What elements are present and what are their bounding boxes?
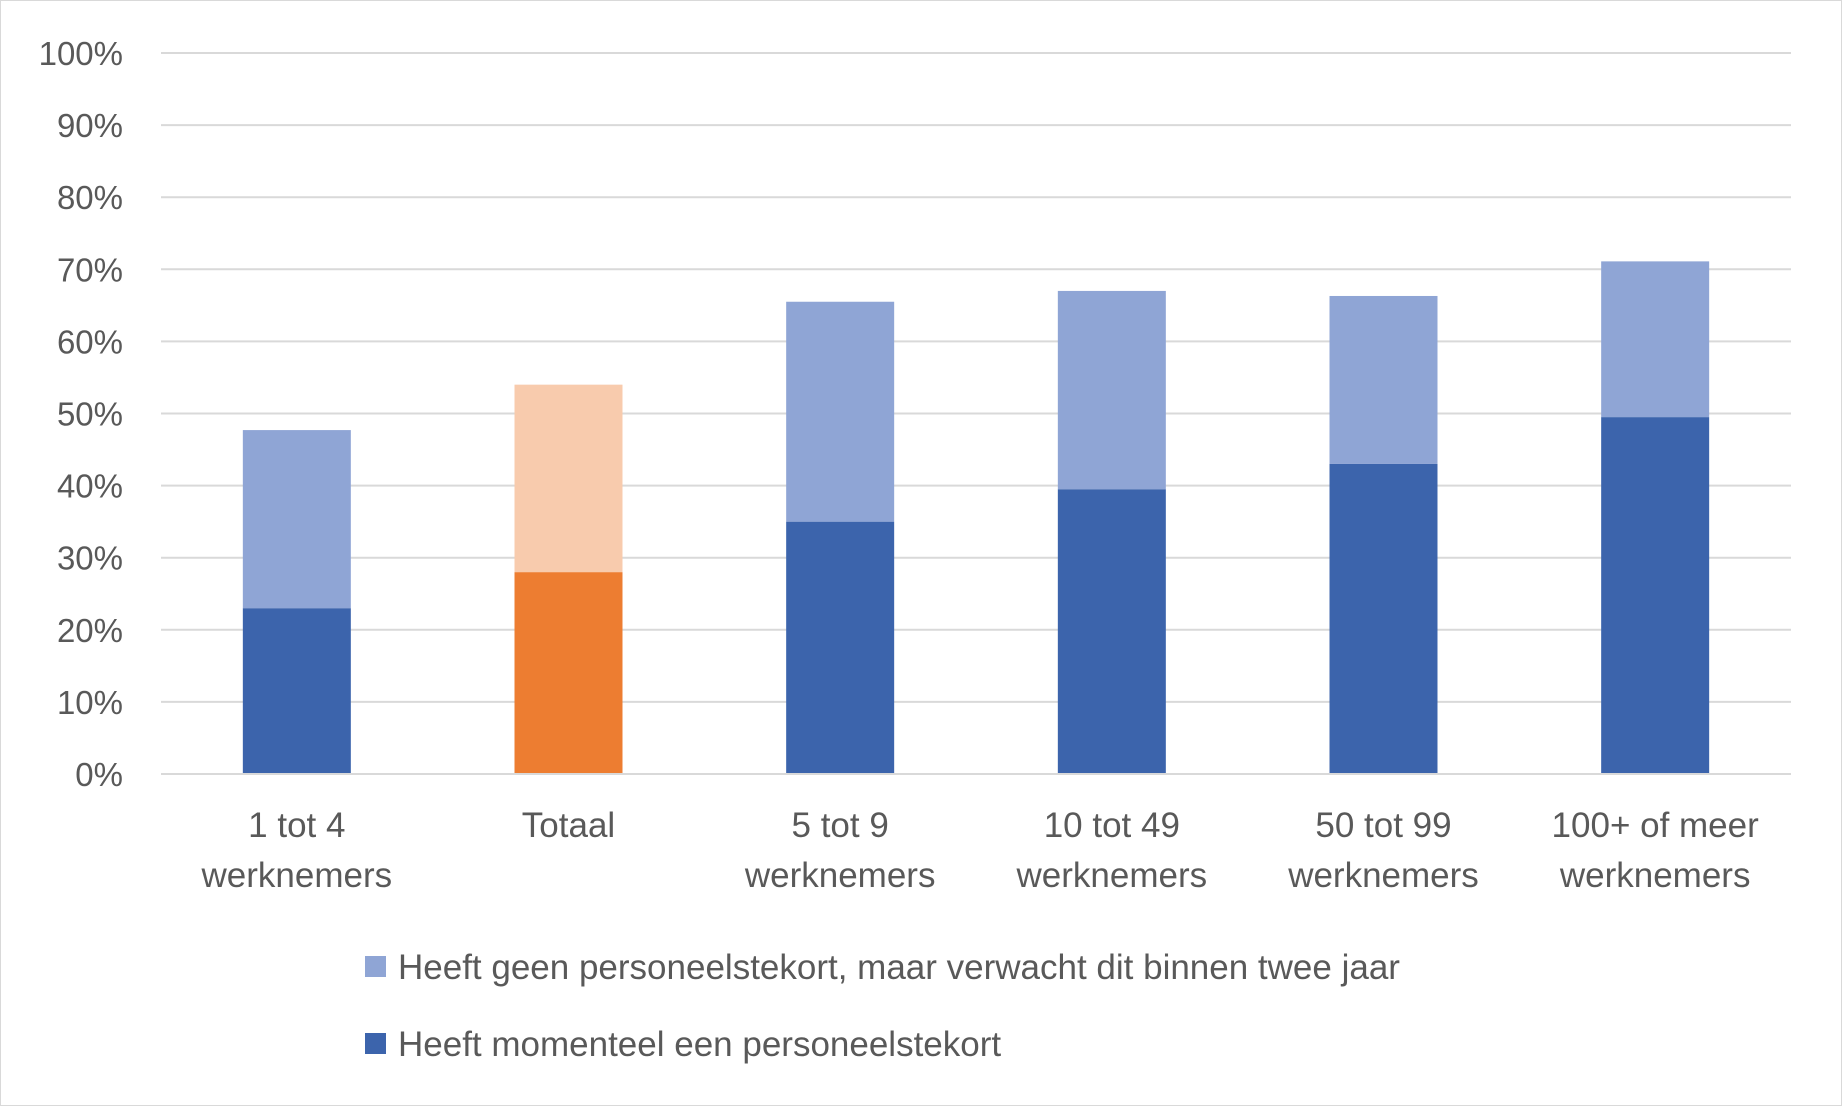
legend-label: Heeft geen personeelstekort, maar verwac… xyxy=(398,948,1400,987)
bar-segment-current-shortage xyxy=(786,521,895,774)
bar-segment-current-shortage xyxy=(1057,489,1166,774)
x-category-label: 5 tot 9 xyxy=(792,806,889,845)
x-category-label: Totaal xyxy=(522,806,615,845)
y-tick-label: 100% xyxy=(39,35,123,72)
bar-segment-current-shortage xyxy=(514,572,623,774)
y-tick-label: 10% xyxy=(57,684,123,721)
bar-segment-expected-shortage xyxy=(1601,261,1710,418)
y-tick-label: 30% xyxy=(57,540,123,577)
legend-swatch xyxy=(365,1033,386,1054)
legend-label: Heeft momenteel een personeelstekort xyxy=(398,1025,1001,1064)
bar-segment-expected-shortage xyxy=(514,384,623,573)
legend-swatch xyxy=(365,956,386,977)
x-category-label: werknemers xyxy=(201,856,393,895)
bar-segment-current-shortage xyxy=(1601,417,1710,774)
y-tick-label: 40% xyxy=(57,468,123,505)
y-tick-label: 80% xyxy=(57,179,123,216)
gridlines xyxy=(161,52,1791,703)
bar-segment-expected-shortage xyxy=(1329,295,1438,464)
x-category-label: werknemers xyxy=(1287,856,1479,895)
x-category-label: 100+ of meer xyxy=(1552,806,1760,845)
x-category-label: 1 tot 4 xyxy=(248,806,345,845)
bar-segment-expected-shortage xyxy=(786,301,895,522)
category-labels: 1 tot 4 werknemers Totaal 5 tot 9 werknemers… xyxy=(201,806,1760,895)
y-tick-label: 70% xyxy=(57,251,123,288)
bar-segment-expected-shortage xyxy=(242,430,351,609)
y-tick-label: 90% xyxy=(57,107,123,144)
y-tick-label: 0% xyxy=(75,756,123,793)
y-tick-label: 60% xyxy=(57,323,123,360)
x-category-label: 10 tot 49 xyxy=(1044,806,1180,845)
y-axis-ticks: 0% 10% 20% 30% 40% 50% 60% 70% 80% 90% 100% xyxy=(39,35,123,793)
x-category-label: werknemers xyxy=(1016,856,1208,895)
y-tick-label: 20% xyxy=(57,612,123,649)
bar-segment-current-shortage xyxy=(1329,463,1438,774)
bar-segment-current-shortage xyxy=(242,608,351,774)
bars xyxy=(242,261,1710,774)
bar-segment-expected-shortage xyxy=(1057,290,1166,490)
x-category-label: werknemers xyxy=(744,856,936,895)
y-tick-label: 50% xyxy=(57,396,123,433)
x-category-label: werknemers xyxy=(1559,856,1751,895)
x-category-label: 50 tot 99 xyxy=(1315,806,1451,845)
legend: Heeft geen personeelstekort, maar verwac… xyxy=(365,948,1400,1064)
